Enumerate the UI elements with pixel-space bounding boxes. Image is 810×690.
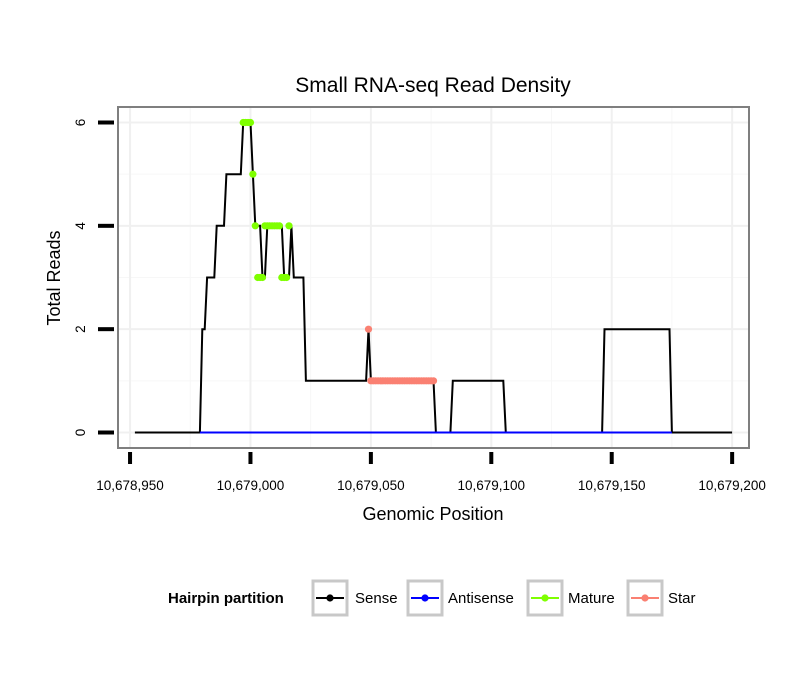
x-axis-label: Genomic Position	[362, 504, 503, 524]
data-point-mature	[249, 170, 257, 178]
legend: Hairpin partition Sense Antisense Mature St…	[168, 579, 696, 617]
y-tick-label: 0	[73, 429, 88, 437]
legend-item-antisense: Antisense	[406, 579, 514, 617]
y-tick-label: 6	[73, 119, 88, 127]
data-point-mature	[251, 222, 259, 230]
legend-key-point-sense	[326, 594, 334, 602]
legend-key-point-mature	[541, 594, 549, 602]
legend-item-star: Star	[626, 579, 696, 617]
data-point-mature	[285, 222, 293, 230]
y-axis: 0 2 4 6	[73, 119, 114, 437]
legend-title: Hairpin partition	[168, 590, 284, 607]
plot-border	[117, 106, 750, 449]
x-tick-label: 10,679,200	[698, 478, 766, 493]
data-point-mature	[258, 273, 267, 282]
legend-label-antisense: Antisense	[448, 590, 514, 607]
legend-key-point-star	[641, 594, 649, 602]
y-tick-label: 4	[73, 222, 88, 230]
y-tick-label: 2	[73, 325, 88, 333]
chart-title: Small RNA-seq Read Density	[295, 74, 571, 97]
x-tick-label: 10,679,100	[458, 478, 526, 493]
x-tick-label: 10,679,000	[217, 478, 285, 493]
data-point-mature	[275, 222, 283, 230]
data-point-mature	[246, 118, 255, 127]
x-axis: 10,678,950 10,679,000 10,679,050 10,679,100…	[96, 452, 766, 493]
legend-item-mature: Mature	[526, 579, 615, 617]
data-point-star	[429, 377, 438, 385]
data-point-mature	[283, 273, 291, 282]
plot-area	[117, 106, 750, 449]
legend-key-point-antisense	[421, 594, 429, 602]
data-point-star	[364, 325, 373, 333]
x-tick-label: 10,679,050	[337, 478, 405, 493]
x-tick-label: 10,679,150	[578, 478, 646, 493]
legend-label-mature: Mature	[568, 590, 615, 607]
legend-item-sense: Sense	[311, 579, 398, 617]
legend-label-sense: Sense	[355, 590, 398, 607]
x-tick-label: 10,678,950	[96, 478, 164, 493]
legend-label-star: Star	[668, 590, 696, 607]
y-axis-label: Total Reads	[44, 230, 64, 325]
